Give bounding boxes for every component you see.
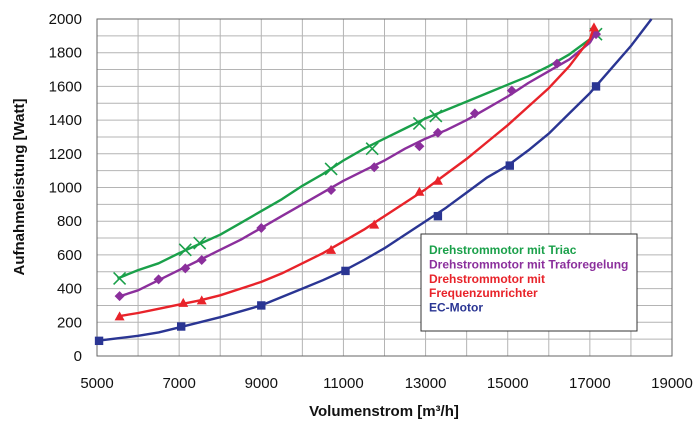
x-tick-label: 11000 xyxy=(323,375,364,392)
y-tick-label: 1400 xyxy=(49,112,82,129)
x-tick-label: 17000 xyxy=(569,375,611,392)
y-tick-label: 1600 xyxy=(49,78,82,95)
data-point xyxy=(588,22,599,32)
legend-entry: Drehstrommotor mit Triac xyxy=(429,243,577,257)
data-point xyxy=(114,291,125,302)
x-tick-label: 7000 xyxy=(162,375,195,392)
data-point xyxy=(326,244,337,254)
data-point xyxy=(505,161,514,170)
y-axis-label: Aufnahmeleistung [Watt] xyxy=(11,99,28,276)
legend-entry: Drehstrommotor mit Traforegelung xyxy=(429,257,628,271)
data-point xyxy=(412,116,426,131)
data-point xyxy=(176,322,186,331)
data-point xyxy=(414,186,425,196)
series-1 xyxy=(113,27,603,286)
data-point xyxy=(180,263,191,274)
series-4 xyxy=(94,18,653,346)
y-tick-label: 1000 xyxy=(49,180,82,197)
data-point xyxy=(469,108,480,119)
x-tick-label: 15000 xyxy=(487,375,529,392)
series-2 xyxy=(114,29,602,302)
data-point xyxy=(365,142,379,156)
data-point xyxy=(178,297,189,307)
legend-entry: Drehstrommotor mit xyxy=(429,272,545,286)
y-tick-label: 1800 xyxy=(49,45,82,62)
data-point xyxy=(432,175,443,185)
y-tick-label: 2000 xyxy=(49,11,82,28)
x-axis-label: Volumenstrom [m³/h] xyxy=(309,403,459,420)
data-point xyxy=(193,236,207,250)
legend-entry: Frequenzumrichter xyxy=(429,286,538,300)
data-point xyxy=(506,85,517,96)
data-point xyxy=(94,336,104,346)
series-layer xyxy=(94,18,653,346)
y-tick-label: 800 xyxy=(57,213,82,230)
data-point xyxy=(326,185,337,196)
data-point xyxy=(196,295,207,305)
data-point xyxy=(552,58,562,69)
data-point xyxy=(341,266,350,276)
plot-border xyxy=(96,18,673,357)
series-line xyxy=(96,18,653,342)
data-point xyxy=(196,254,207,265)
data-point xyxy=(257,301,266,310)
data-point xyxy=(256,222,267,233)
data-point xyxy=(414,141,425,152)
data-point xyxy=(113,271,127,286)
x-tick-label: 19000 xyxy=(651,375,693,392)
series-3 xyxy=(114,22,599,321)
data-point xyxy=(591,82,601,91)
data-point xyxy=(178,243,192,257)
x-tick-label: 5000 xyxy=(80,375,113,392)
data-point xyxy=(429,109,443,123)
axes: 5000 7000 9000 11000 13000 15000 17000 19000 0 20… xyxy=(49,11,693,392)
data-point xyxy=(369,162,380,173)
y-tick-label: 1200 xyxy=(49,146,82,163)
y-tick-label: 200 xyxy=(57,314,82,331)
data-point xyxy=(369,219,380,229)
y-tick-label: 600 xyxy=(57,247,82,264)
legend-entry: EC-Motor xyxy=(429,301,483,315)
data-point xyxy=(433,211,443,221)
y-tick-label: 400 xyxy=(57,281,82,298)
data-point xyxy=(114,311,125,321)
data-point xyxy=(153,274,164,285)
x-tick-label: 13000 xyxy=(405,375,447,392)
y-tick-label: 0 xyxy=(74,348,82,365)
x-tick-label: 9000 xyxy=(245,375,278,392)
data-point xyxy=(432,127,443,138)
data-point xyxy=(324,162,338,176)
legend-box xyxy=(420,233,638,332)
